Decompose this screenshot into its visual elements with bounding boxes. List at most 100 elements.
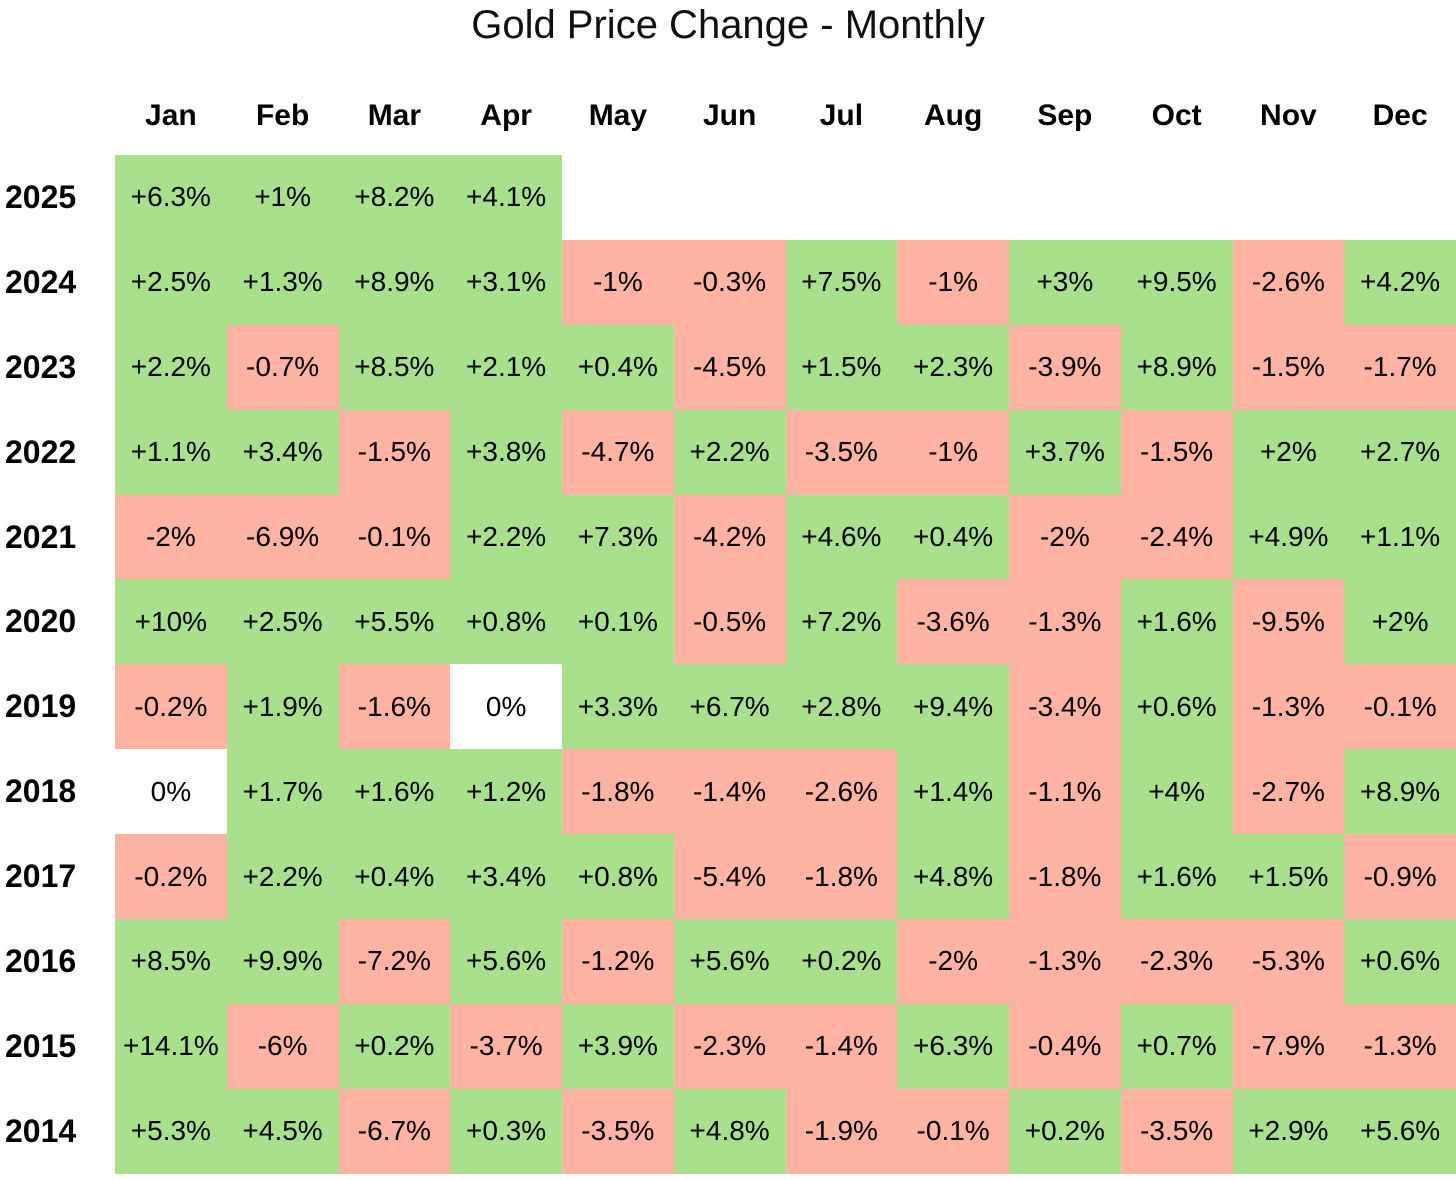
cell-2018-may: -1.8% [562,749,674,835]
cell-2022-aug: -1% [897,409,1009,495]
cell-2022-nov: +2% [1232,409,1345,495]
cell-2021-oct: -2.4% [1120,494,1233,580]
cell-2016-jun: +5.6% [673,919,786,1004]
cell-2020-jan: +10% [115,579,227,665]
cell-2019-jul: +2.8% [785,664,898,750]
cell-2018-oct: +4% [1120,749,1233,835]
cell-2014-may: -3.5% [562,1088,674,1174]
cell-2017-dec: -0.9% [1344,834,1456,920]
cell-2015-dec: -1.3% [1344,1003,1456,1089]
cell-2020-nov: -9.5% [1232,579,1345,665]
month-header-apr: Apr [480,99,532,132]
cell-2024-apr: +3.1% [450,239,562,325]
cell-2023-jan: +2.2% [115,324,227,410]
month-header-nov: Nov [1260,99,1317,132]
cell-2025-mar: +8.2% [338,155,451,240]
cell-2025-dec [1344,155,1456,240]
cell-2022-jun: +2.2% [673,409,786,495]
cell-2017-oct: +1.6% [1120,834,1233,920]
cell-2021-jun: -4.2% [673,494,786,580]
cell-2023-nov: -1.5% [1232,324,1345,410]
cell-2020-may: +0.1% [562,579,674,665]
cell-2017-sep: -1.8% [1009,834,1121,920]
cell-2016-aug: -2% [897,919,1009,1004]
cell-2019-aug: +9.4% [897,664,1009,750]
cell-2014-jan: +5.3% [115,1088,227,1174]
cell-2017-aug: +4.8% [897,834,1009,920]
cell-2024-nov: -2.6% [1232,239,1345,325]
month-header-aug: Aug [923,99,983,132]
cell-2020-dec: +2% [1344,579,1456,665]
cell-2023-jul: +1.5% [785,324,898,410]
cell-2014-aug: -0.1% [897,1088,1009,1174]
cell-2025-aug [897,155,1009,240]
cell-2019-sep: -3.4% [1009,664,1121,750]
cell-2021-feb: -6.9% [226,494,339,580]
cell-2023-dec: -1.7% [1344,324,1456,410]
cell-2018-dec: +8.9% [1344,749,1456,835]
cell-2022-jan: +1.1% [115,409,227,495]
cell-2021-may: +7.3% [562,494,674,580]
cell-2016-mar: -7.2% [338,919,451,1004]
cell-2025-feb: +1% [226,155,339,240]
year-label-2014: 2014 [5,1112,77,1149]
cell-2025-may [562,155,674,240]
cell-2016-may: -1.2% [562,919,674,1004]
cell-2025-apr: +4.1% [450,155,562,240]
cell-2021-jul: +4.6% [785,494,898,580]
cell-2021-mar: -0.1% [338,494,451,580]
month-header-may: May [588,99,648,132]
cell-2020-feb: +2.5% [226,579,339,665]
cell-2023-apr: +2.1% [450,324,562,410]
cell-2014-jun: +4.8% [673,1088,786,1174]
cell-2024-feb: +1.3% [226,239,339,325]
cell-2023-sep: -3.9% [1009,324,1121,410]
cell-2018-mar: +1.6% [338,749,451,835]
month-header-jan: Jan [145,99,197,132]
cell-2015-jul: -1.4% [785,1003,898,1089]
cell-2018-jan: 0% [115,749,227,835]
cell-2022-oct: -1.5% [1120,409,1233,495]
cell-2025-oct [1120,155,1233,240]
cell-2023-feb: -0.7% [226,324,339,410]
cell-2022-feb: +3.4% [226,409,339,495]
month-header-jul: Jul [819,99,864,132]
cell-2022-may: -4.7% [562,409,674,495]
cell-2017-jul: -1.8% [785,834,898,920]
cell-2015-jan: +14.1% [115,1003,227,1089]
cell-2019-may: +3.3% [562,664,674,750]
cell-2024-may: -1% [562,239,674,325]
cell-2024-oct: +9.5% [1120,239,1233,325]
cell-2018-apr: +1.2% [450,749,562,835]
cell-2017-jan: -0.2% [115,834,227,920]
cell-2015-jun: -2.3% [673,1003,786,1089]
cell-2024-jun: -0.3% [673,239,786,325]
cell-2020-jul: +7.2% [785,579,898,665]
cell-2016-jul: +0.2% [785,919,898,1004]
cell-2023-aug: +2.3% [897,324,1009,410]
cell-2016-feb: +9.9% [226,919,339,1004]
cell-2015-oct: +0.7% [1120,1003,1233,1089]
year-label-2021: 2021 [5,518,77,555]
cell-2018-jun: -1.4% [673,749,786,835]
cell-2016-jan: +8.5% [115,919,227,1004]
cell-2014-dec: +5.6% [1344,1088,1456,1174]
cell-2024-sep: +3% [1009,239,1121,325]
year-label-2016: 2016 [5,942,77,979]
cell-2017-mar: +0.4% [338,834,451,920]
year-label-2018: 2018 [5,773,77,810]
cell-2014-nov: +2.9% [1232,1088,1345,1174]
cell-2015-mar: +0.2% [338,1003,451,1089]
year-label-2023: 2023 [5,348,77,385]
cell-2015-may: +3.9% [562,1003,674,1089]
cell-2015-apr: -3.7% [450,1003,562,1089]
cell-2014-apr: +0.3% [450,1088,562,1174]
year-label-2017: 2017 [5,858,77,895]
cell-2018-jul: -2.6% [785,749,898,835]
cell-2018-aug: +1.4% [897,749,1009,835]
cell-2019-feb: +1.9% [226,664,339,750]
cell-2016-nov: -5.3% [1232,919,1345,1004]
cell-2017-may: +0.8% [562,834,674,920]
grid-corner-spacer [0,55,115,155]
